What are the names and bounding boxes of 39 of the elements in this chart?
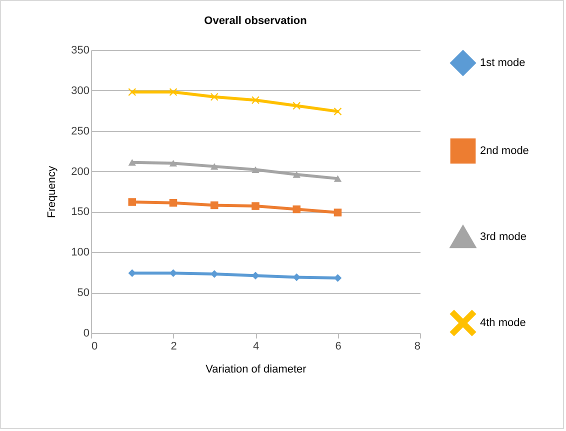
y-tick-label: 350: [71, 44, 90, 56]
x-tick-label: 6: [335, 340, 342, 352]
y-tick-label: 200: [71, 166, 90, 178]
point: [169, 88, 178, 96]
point: [210, 163, 218, 170]
x-tick-label: 0: [92, 340, 98, 352]
y-tick-label: 0: [83, 328, 90, 340]
y-tick-label: 100: [71, 246, 90, 259]
point: [292, 102, 300, 110]
point: [252, 202, 260, 210]
x-tick-label: 2: [170, 340, 177, 352]
y-tick-label: 300: [71, 84, 90, 97]
point: [169, 160, 178, 167]
point: [252, 96, 260, 104]
legend-label: 1st mode: [480, 57, 526, 69]
point: [128, 159, 136, 166]
point: [292, 171, 300, 178]
legend-label: 2nd mode: [480, 145, 529, 157]
point: [210, 201, 218, 210]
point: [334, 208, 342, 216]
point: [128, 269, 136, 278]
point: [128, 88, 136, 96]
x-tick-label: 8: [414, 340, 420, 352]
point: [252, 166, 260, 174]
point: [292, 205, 300, 214]
y-tick-label: 50: [77, 287, 90, 300]
legend-label: 4th mode: [480, 317, 526, 329]
legend-label: 3rd mode: [480, 231, 526, 243]
x-axis-title: Variation of diameter: [206, 364, 307, 376]
y-axis-title: Frequency: [46, 166, 58, 218]
point: [128, 198, 136, 206]
point: [210, 93, 218, 101]
point: [169, 198, 178, 207]
point: [334, 108, 342, 116]
x-tick-label: 4: [252, 340, 260, 352]
y-tick-label: 250: [71, 125, 90, 138]
point: [334, 175, 342, 182]
chart-title: Overall observation: [204, 15, 308, 27]
y-tick-label: 150: [71, 206, 90, 218]
